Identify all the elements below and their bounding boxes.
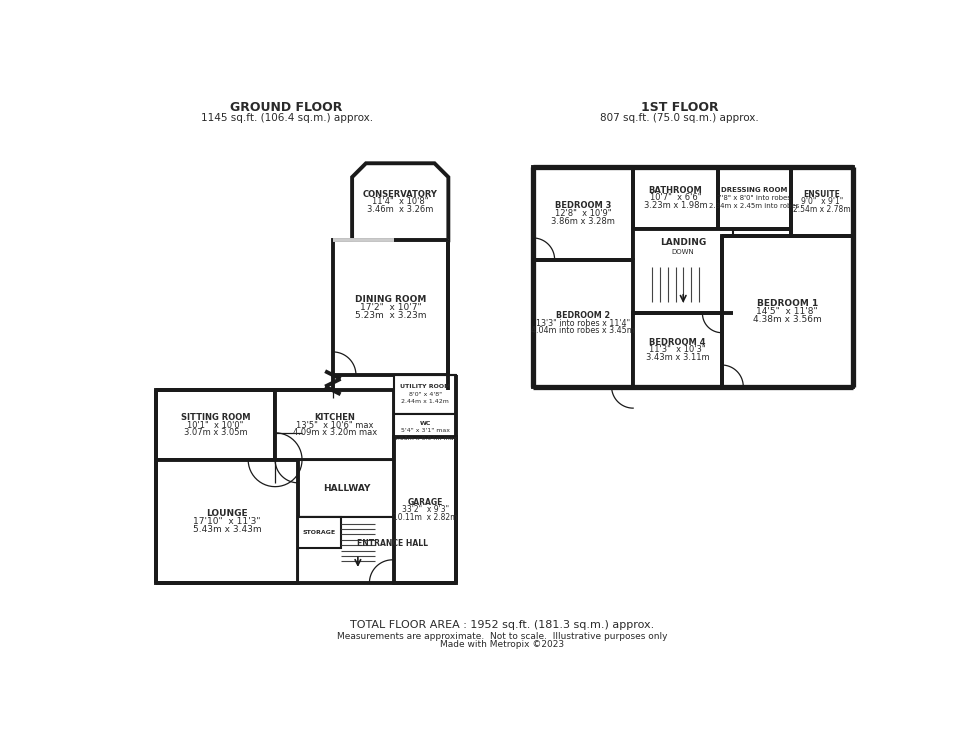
Text: TOTAL FLOOR AREA : 1952 sq.ft. (181.3 sq.m.) approx.: TOTAL FLOOR AREA : 1952 sq.ft. (181.3 sq… xyxy=(350,620,655,630)
Text: 17'10"  x 11'3": 17'10" x 11'3" xyxy=(193,517,261,526)
Text: 5.23m  x 3.23m: 5.23m x 3.23m xyxy=(355,311,426,320)
Bar xyxy=(395,436,456,583)
Text: GROUND FLOOR: GROUND FLOOR xyxy=(230,101,343,113)
Text: DINING ROOM: DINING ROOM xyxy=(355,295,426,304)
Text: BEDROOM 1: BEDROOM 1 xyxy=(757,300,817,309)
Text: 12'8"  x 10'9": 12'8" x 10'9" xyxy=(555,209,612,218)
Bar xyxy=(721,237,853,387)
Bar xyxy=(791,167,853,237)
Text: 13'3" into robes x 11'4": 13'3" into robes x 11'4" xyxy=(536,318,630,327)
Text: 1.63m x 0.94m max: 1.63m x 0.94m max xyxy=(394,436,457,441)
Text: 11'4"  x 10'8": 11'4" x 10'8" xyxy=(372,198,428,207)
Text: SITTING ROOM: SITTING ROOM xyxy=(180,413,250,422)
Text: CONSERVATORY: CONSERVATORY xyxy=(363,189,438,198)
Text: WC: WC xyxy=(419,421,431,426)
Text: 4.38m x 3.56m: 4.38m x 3.56m xyxy=(753,315,821,324)
Text: 4.04m into robes x 3.45m: 4.04m into robes x 3.45m xyxy=(531,326,635,335)
Text: Measurements are approximate.  Not to scale.  Illustrative purposes only: Measurements are approximate. Not to sca… xyxy=(337,632,667,641)
Text: 1145 sq.ft. (106.4 sq.m.) approx.: 1145 sq.ft. (106.4 sq.m.) approx. xyxy=(201,113,372,123)
Text: HALLWAY: HALLWAY xyxy=(322,484,370,493)
Bar xyxy=(633,167,718,229)
Bar xyxy=(395,414,456,448)
Text: 11'3"  x 10'3": 11'3" x 10'3" xyxy=(649,345,706,354)
Text: 4.09m x 3.20m max: 4.09m x 3.20m max xyxy=(293,428,377,437)
Text: 14'5"  x 11'8": 14'5" x 11'8" xyxy=(757,307,818,316)
Text: DRESSING ROOM: DRESSING ROOM xyxy=(721,187,788,193)
Text: BEDROOM 4: BEDROOM 4 xyxy=(649,338,706,347)
Text: BATHROOM: BATHROOM xyxy=(649,185,703,195)
Text: Made with Metropix ©2023: Made with Metropix ©2023 xyxy=(440,640,564,649)
Bar xyxy=(333,240,449,375)
Text: KITCHEN: KITCHEN xyxy=(315,413,355,422)
Bar xyxy=(533,167,633,260)
Text: ENTRANCE HALL: ENTRANCE HALL xyxy=(358,539,428,548)
Bar xyxy=(633,229,733,313)
Text: 5.43m x 3.43m: 5.43m x 3.43m xyxy=(193,524,262,533)
Bar xyxy=(275,391,395,460)
Text: 2.44m x 1.42m: 2.44m x 1.42m xyxy=(402,400,449,405)
Text: LANDING: LANDING xyxy=(661,238,707,247)
Text: BEDROOM 2: BEDROOM 2 xyxy=(556,311,611,320)
Bar xyxy=(395,375,456,414)
Text: 33'2"  x 9'3": 33'2" x 9'3" xyxy=(402,505,449,514)
Text: 7'8" x 8'0" into robes: 7'8" x 8'0" into robes xyxy=(717,195,792,201)
Text: 3.23m x 1.98m: 3.23m x 1.98m xyxy=(644,201,708,210)
Bar xyxy=(298,517,456,583)
Text: LOUNGE: LOUNGE xyxy=(206,509,248,518)
Text: 13'5"  x 10'6" max: 13'5" x 10'6" max xyxy=(296,421,373,430)
Bar xyxy=(533,260,633,387)
Text: STORAGE: STORAGE xyxy=(303,530,336,535)
Text: 10'1"  x 10'0": 10'1" x 10'0" xyxy=(187,421,244,430)
Bar xyxy=(298,460,395,517)
Text: GARAGE: GARAGE xyxy=(408,498,443,507)
Text: ENSUITE: ENSUITE xyxy=(804,189,840,198)
Text: 3.43m x 3.11m: 3.43m x 3.11m xyxy=(646,353,710,362)
Text: 17'2"  x 10'7": 17'2" x 10'7" xyxy=(360,303,421,312)
Text: 2.54m x 2.78m: 2.54m x 2.78m xyxy=(793,205,851,214)
Text: 3.07m x 3.05m: 3.07m x 3.05m xyxy=(183,428,247,437)
Text: DOWN: DOWN xyxy=(672,249,695,255)
Text: 2.34m x 2.45m into robes: 2.34m x 2.45m into robes xyxy=(710,203,800,209)
Text: 3.86m x 3.28m: 3.86m x 3.28m xyxy=(551,216,615,225)
Text: 1ST FLOOR: 1ST FLOOR xyxy=(641,101,718,113)
Text: 5'4" x 3'1" max: 5'4" x 3'1" max xyxy=(401,428,450,433)
Text: 3.46m  x 3.26m: 3.46m x 3.26m xyxy=(368,205,433,214)
Text: 8'0" x 4'8": 8'0" x 4'8" xyxy=(409,392,442,397)
Bar xyxy=(156,460,298,583)
Polygon shape xyxy=(352,163,449,240)
Text: 807 sq.ft. (75.0 sq.m.) approx.: 807 sq.ft. (75.0 sq.m.) approx. xyxy=(600,113,759,123)
Text: UTILITY ROOM: UTILITY ROOM xyxy=(400,384,451,389)
Bar xyxy=(633,313,721,387)
Text: BEDROOM 3: BEDROOM 3 xyxy=(555,201,612,210)
Text: 9'0"  x 9'1": 9'0" x 9'1" xyxy=(801,198,843,207)
Text: 10.11m  x 2.82m: 10.11m x 2.82m xyxy=(393,513,458,522)
Bar xyxy=(717,167,791,229)
Bar xyxy=(156,391,275,460)
Bar xyxy=(298,517,341,548)
Text: 10'7"  x 6'6": 10'7" x 6'6" xyxy=(650,194,702,203)
